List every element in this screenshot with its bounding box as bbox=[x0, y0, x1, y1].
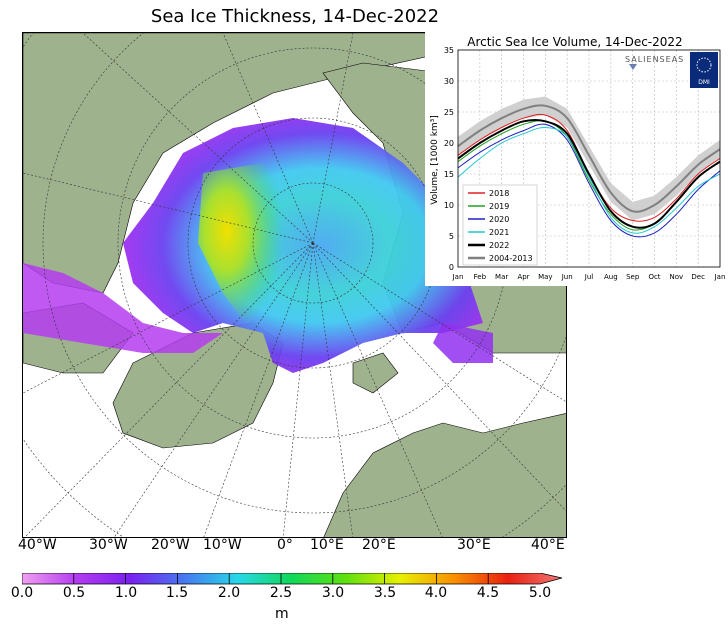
logo-marker-icon bbox=[629, 64, 637, 70]
cb-tick: 1.5 bbox=[165, 585, 189, 601]
legend-label: 2020 bbox=[489, 215, 509, 224]
lon-label: 10°E bbox=[310, 537, 344, 553]
y-axis-label: Volume, [1000 km³] bbox=[430, 115, 440, 205]
y-tick-label: 20 bbox=[444, 139, 454, 148]
legend: 2018 2019 2020 2021 2022 2004-2013 bbox=[468, 189, 533, 263]
lon-label: 0° bbox=[277, 537, 293, 553]
thin-ice-fringe-east bbox=[433, 323, 493, 363]
longitude-labels: 40°W 30°W 20°W 10°W 0° 10°E 20°E 30°E 40… bbox=[0, 537, 728, 557]
dmi-logo bbox=[690, 52, 718, 88]
series-lines bbox=[457, 104, 721, 238]
lon-label: 40°W bbox=[18, 537, 57, 553]
x-tick-label: Sep bbox=[626, 273, 640, 281]
legend-label: 2022 bbox=[489, 241, 509, 250]
x-tick-label: Nov bbox=[669, 273, 683, 281]
colorbar-dividers bbox=[73, 573, 489, 584]
x-tick-label: Jul bbox=[584, 273, 594, 281]
cb-tick: 2.0 bbox=[217, 585, 241, 601]
y-ticks: 0 5 10 15 20 25 30 35 bbox=[444, 46, 454, 272]
legend-box bbox=[462, 184, 538, 266]
volume-chart: Arctic Sea Ice Volume, 14-Dec-2022 0 5 10 1… bbox=[425, 30, 728, 286]
x-tick-label: Oct bbox=[648, 273, 660, 281]
map-title: Sea Ice Thickness, 14-Dec-2022 bbox=[150, 6, 440, 27]
cb-tick: 0.5 bbox=[62, 585, 86, 601]
chart-title: Arctic Sea Ice Volume, 14-Dec-2022 bbox=[467, 35, 683, 49]
lon-label: 20°E bbox=[362, 537, 396, 553]
lon-label: 30°W bbox=[89, 537, 128, 553]
series-line bbox=[457, 123, 721, 238]
lon-label: 20°W bbox=[151, 537, 190, 553]
colorbar bbox=[22, 573, 563, 585]
y-tick-label: 35 bbox=[444, 46, 454, 55]
y-tick-label: 10 bbox=[444, 201, 454, 210]
x-tick-label: Jan bbox=[452, 273, 464, 281]
series-line bbox=[457, 118, 721, 229]
sea-ice-map bbox=[22, 32, 567, 538]
x-tick-label: Aug bbox=[604, 273, 618, 281]
colorbar-unit: m bbox=[275, 606, 289, 622]
y-tick-label: 5 bbox=[449, 232, 454, 241]
x-tick-label: May bbox=[538, 273, 552, 281]
map-canvas bbox=[23, 33, 566, 537]
legend-label: 2019 bbox=[489, 202, 509, 211]
series-line bbox=[457, 104, 721, 213]
cb-tick: 4.0 bbox=[424, 585, 448, 601]
x-tick-label: Apr bbox=[517, 273, 529, 281]
x-tick-label: Mar bbox=[495, 273, 508, 281]
cb-tick: 5.0 bbox=[528, 585, 552, 601]
dmi-logo-text: DMI bbox=[698, 79, 710, 86]
y-tick-label: 0 bbox=[449, 263, 454, 272]
lon-label: 10°W bbox=[203, 537, 242, 553]
land-svalbard bbox=[352, 352, 399, 394]
x-tick-label: Jun bbox=[561, 273, 573, 281]
thick-ice-region bbox=[198, 163, 293, 333]
dmi-stars-icon bbox=[696, 57, 712, 73]
legend-label: 2004-2013 bbox=[489, 254, 533, 263]
colorbar-bar bbox=[22, 573, 563, 585]
series-line bbox=[457, 126, 721, 234]
chart-canvas: 0 5 10 15 20 25 30 35 Jan Feb Mar Apr May Jun Jul Aug S… bbox=[430, 46, 726, 281]
y-tick-label: 25 bbox=[444, 108, 454, 117]
cb-tick: 2.5 bbox=[269, 585, 293, 601]
lon-label: 40°E bbox=[531, 537, 565, 553]
land-greenland bbox=[112, 322, 284, 449]
cb-tick: 4.5 bbox=[476, 585, 500, 601]
x-tick-label: Jan bbox=[714, 273, 726, 281]
land-scandinavia bbox=[323, 413, 566, 537]
x-tick-label: Feb bbox=[474, 273, 487, 281]
salienseas-logo: SALIENSEAS bbox=[625, 55, 684, 64]
y-tick-label: 30 bbox=[444, 77, 454, 86]
legend-label: 2018 bbox=[489, 189, 509, 198]
cb-tick: 3.5 bbox=[373, 585, 397, 601]
x-ticks: Jan Feb Mar Apr May Jun Jul Aug Sep Oct Nov Dec Jan bbox=[452, 273, 726, 281]
legend-label: 2021 bbox=[489, 228, 509, 237]
lon-label: 30°E bbox=[457, 537, 491, 553]
plot-frame bbox=[457, 49, 721, 268]
climatology-band bbox=[458, 96, 720, 221]
x-tick-label: Dec bbox=[691, 273, 705, 281]
cb-tick: 0.0 bbox=[10, 585, 34, 601]
cb-tick: 1.0 bbox=[114, 585, 138, 601]
cb-tick: 3.0 bbox=[321, 585, 345, 601]
y-tick-label: 15 bbox=[444, 170, 454, 179]
thin-ice-fringe bbox=[23, 263, 223, 353]
